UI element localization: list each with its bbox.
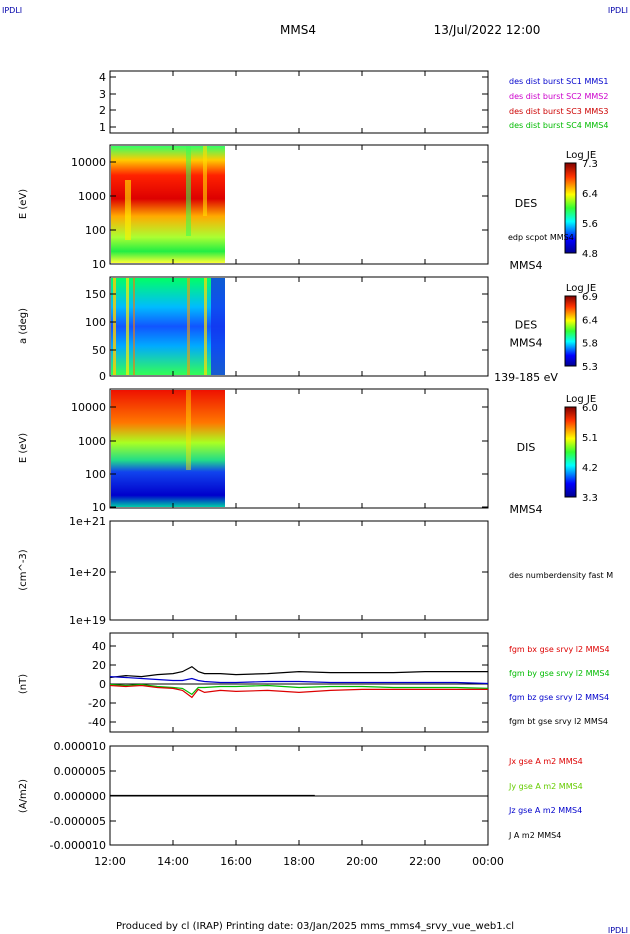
y-tick-label: 50 <box>92 344 106 357</box>
dis-energy-spectrogram <box>111 390 225 507</box>
series-line <box>109 676 489 685</box>
y-axis-label: (cm^-3) <box>18 549 29 590</box>
colorbar-tick-label: 6.4 <box>582 189 598 200</box>
colorbar-tick-label: 6.9 <box>582 292 598 303</box>
y-axis-label: E (eV) <box>18 189 29 219</box>
spacecraft-title: MMS4 <box>280 23 316 37</box>
colorbar-tick-label: 7.3 <box>582 159 598 170</box>
y-tick-label: 1 <box>99 121 106 134</box>
y-tick-label: 10000 <box>71 401 106 414</box>
legend-entry: des dist burst SC1 MMS1 <box>509 77 608 86</box>
des-energy-spectrogram <box>111 146 225 263</box>
y-tick-label: -0.000010 <box>50 839 106 852</box>
series-line <box>109 683 489 696</box>
x-tick-label: 20:00 <box>346 855 378 868</box>
y-tick-label: 2 <box>99 104 106 117</box>
y-tick-label: 100 <box>85 316 106 329</box>
y-tick-label: 1e+20 <box>69 566 106 579</box>
footer-credit: Produced by cl (IRAP) Printing date: 03/… <box>116 921 514 932</box>
datetime-title: 13/Jul/2022 12:00 <box>434 23 541 37</box>
colorbar-tick-label: 6.0 <box>582 403 598 414</box>
y-tick-label: 3 <box>99 88 106 101</box>
instrument-label: DIS <box>517 441 536 454</box>
y-axis-label: a (deg) <box>18 308 29 344</box>
legend-entry: J A m2 MMS4 <box>508 831 561 840</box>
y-tick-label: -0.000005 <box>50 815 106 828</box>
y-tick-label: 0 <box>99 370 106 383</box>
x-tick-label: 12:00 <box>94 855 126 868</box>
legend-entry: fgm by gse srvy l2 MMS4 <box>509 669 610 678</box>
colorbar-dis-energy <box>564 406 577 498</box>
y-tick-label: 1000 <box>78 190 106 203</box>
series-line <box>109 684 488 699</box>
x-tick-label: 16:00 <box>220 855 252 868</box>
colorbar-title: Log JE <box>566 283 596 294</box>
legend-entry: des numberdensity fast M <box>509 571 613 580</box>
instrument-label: DES <box>515 318 537 331</box>
colorbar-tick-label: 5.6 <box>582 219 598 230</box>
x-tick-label: 18:00 <box>283 855 315 868</box>
trace-label: edp scpot MMS4 <box>508 233 574 242</box>
y-axis-label: (A/m2) <box>18 779 29 813</box>
colorbar-des-pitch <box>564 295 577 367</box>
x-tick-label: 14:00 <box>157 855 189 868</box>
x-tick-label: 22:00 <box>409 855 441 868</box>
colorbar-tick-label: 4.2 <box>582 463 598 474</box>
legend-entry: fgm bt gse srvy l2 MMS4 <box>509 717 608 726</box>
colorbar-title: Log JE <box>566 394 596 405</box>
x-tick-label: 00:00 <box>472 855 504 868</box>
des-pitch-angle-spectrogram <box>111 278 225 375</box>
y-tick-label: 20 <box>92 659 106 672</box>
corner-logo-top-right: IPDLI <box>608 6 628 15</box>
series-line <box>109 665 488 679</box>
y-tick-label: 10 <box>92 501 106 514</box>
panel-bottom-label: MMS4 <box>510 259 543 272</box>
y-tick-label: 0.000005 <box>54 765 107 778</box>
panel-bottom-label: 139-185 eV <box>494 371 558 384</box>
y-tick-label: 1e+19 <box>69 614 106 627</box>
y-tick-label: 1000 <box>78 435 106 448</box>
legend-entry: Jy gse A m2 MMS4 <box>508 782 583 791</box>
colorbar-tick-label: 5.3 <box>582 362 598 373</box>
colorbar-tick-label: 6.4 <box>582 315 598 326</box>
instrument-label: DES <box>515 197 537 210</box>
y-tick-label: 40 <box>92 640 106 653</box>
y-tick-label: 10 <box>92 258 106 271</box>
colorbar-title: Log JE <box>566 150 596 161</box>
y-tick-label: 4 <box>99 71 106 84</box>
y-tick-label: 100 <box>85 224 106 237</box>
legend-entry: des dist burst SC2 MMS2 <box>509 92 608 101</box>
y-tick-label: 0.000010 <box>54 740 107 753</box>
y-tick-label: 100 <box>85 468 106 481</box>
corner-logo-bottom-right: IPDLI <box>608 926 628 934</box>
y-tick-label: 0.000000 <box>54 790 107 803</box>
colorbar-tick-label: 3.3 <box>582 493 598 504</box>
legend-entry: Jx gse A m2 MMS4 <box>508 757 583 766</box>
corner-logo-top-left: IPDLI <box>2 6 22 15</box>
y-tick-label: 0 <box>99 678 106 691</box>
y-tick-label: -40 <box>88 716 106 729</box>
legend-entry: fgm bz gse srvy l2 MMS4 <box>509 693 609 702</box>
legend-entry: des dist burst SC3 MMS3 <box>509 107 608 116</box>
colorbar-des-energy <box>564 162 577 254</box>
colorbar-tick-label: 5.8 <box>582 339 598 350</box>
y-tick-label: 1e+21 <box>69 515 106 528</box>
y-tick-label: 150 <box>85 288 106 301</box>
legend-entry: des dist burst SC4 MMS4 <box>509 121 608 130</box>
colorbar-tick-label: 4.8 <box>582 249 598 260</box>
panel-frame-5 <box>109 520 489 621</box>
panel-frame-1 <box>109 70 489 134</box>
y-tick-label: -20 <box>88 697 106 710</box>
legend-entry: fgm bx gse srvy l2 MMS4 <box>509 645 610 654</box>
y-tick-label: 10000 <box>71 156 106 169</box>
spacecraft-label: MMS4 <box>510 336 543 349</box>
y-axis-label: (nT) <box>18 674 29 694</box>
y-axis-label: E (eV) <box>18 433 29 463</box>
legend-entry: Jz gse A m2 MMS4 <box>508 806 582 815</box>
panel-bottom-label: MMS4 <box>510 503 543 516</box>
colorbar-tick-label: 5.1 <box>582 433 598 444</box>
